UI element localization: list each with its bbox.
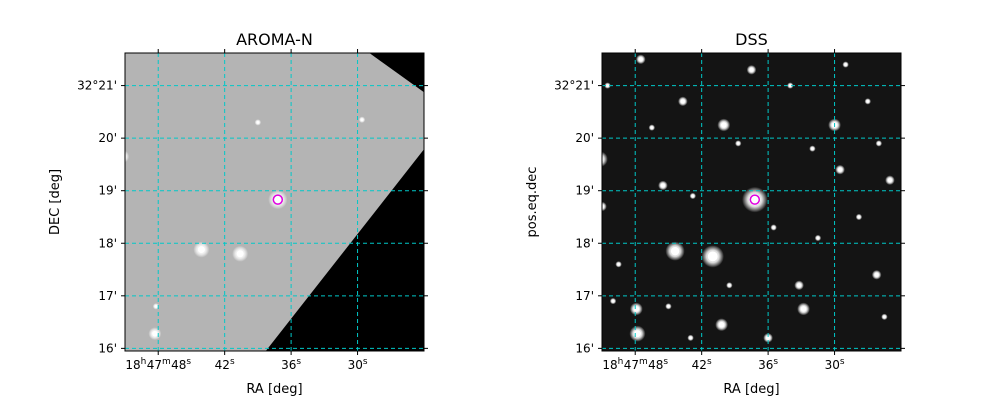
panel-aroma: 18h 47m 48s 42s 36s 30s 32°21' 20' 19' 18' 1… — [48, 30, 428, 397]
star — [125, 150, 130, 163]
star-core — [874, 272, 879, 277]
panel-dss: 18h 47m 48s 42s 36s 30s 32°21' 20' 19' 18' 1… — [525, 30, 905, 397]
x-tick-label: 18h 47m 48s — [602, 357, 668, 372]
axes-frame — [124, 52, 425, 352]
star-core — [611, 299, 615, 303]
target-marker — [749, 194, 761, 205]
star-core — [707, 251, 718, 262]
y-tick-label: 32°21' — [77, 79, 117, 93]
star-core — [721, 122, 727, 128]
y-tick-label: 17' — [98, 289, 117, 303]
y-tick-label: 19' — [98, 184, 117, 198]
star-core — [606, 84, 609, 87]
star-core — [816, 236, 820, 240]
y-tick-label: 18' — [575, 236, 594, 250]
star-core — [197, 246, 205, 254]
star-core — [691, 194, 695, 198]
star-core — [866, 99, 870, 103]
star-core — [718, 321, 725, 328]
star-core — [811, 147, 814, 151]
x-axis-label: RA [deg] — [246, 382, 302, 397]
y-axis-label: DEC [deg] — [48, 169, 63, 235]
star-core — [152, 330, 158, 337]
y-tick-label: 20' — [98, 131, 117, 145]
star-core — [844, 63, 848, 66]
star-core — [602, 204, 605, 209]
star-core — [650, 126, 654, 130]
y-tick-label: 16' — [98, 341, 117, 355]
axes-frame — [601, 52, 902, 352]
star-core — [727, 283, 731, 287]
coordinate-grid — [125, 53, 424, 351]
star-core — [797, 283, 802, 288]
x-tick-label: 30s — [825, 357, 845, 372]
star-core — [749, 67, 754, 72]
x-tick-label: 18h 47m 48s — [125, 357, 191, 372]
star-core — [788, 84, 792, 87]
coordinate-grid — [602, 53, 901, 351]
panel-title: AROMA-N — [236, 30, 313, 49]
no-coverage-region — [369, 53, 424, 93]
star-core — [236, 250, 244, 258]
star — [602, 151, 608, 167]
star-core — [680, 99, 685, 104]
x-tick-label: 36s — [758, 357, 778, 372]
star-core — [670, 246, 680, 256]
image-content — [602, 54, 895, 343]
image-content — [125, 53, 424, 351]
star-core — [660, 183, 666, 188]
star-core — [256, 120, 260, 124]
star-core — [633, 306, 640, 312]
star-core — [154, 304, 158, 308]
y-tick-label: 19' — [575, 184, 594, 198]
y-tick-label: 20' — [575, 131, 594, 145]
y-tick-label: 16' — [575, 341, 594, 355]
star-core — [877, 141, 881, 145]
x-tick-label: 42s — [215, 357, 235, 372]
star-core — [360, 118, 364, 122]
star — [602, 201, 607, 212]
star-core — [736, 141, 740, 145]
y-tick-label: 32°21' — [554, 79, 594, 93]
star-core — [887, 178, 893, 183]
star-core — [689, 336, 692, 340]
star-core — [766, 335, 771, 340]
no-coverage-region — [265, 149, 424, 351]
y-axis-label: pos.eq.dec — [525, 167, 540, 238]
y-tick-label: 17' — [575, 289, 594, 303]
x-tick-label: 30s — [348, 357, 368, 372]
x-tick-label: 36s — [281, 357, 301, 372]
star-core — [882, 315, 886, 319]
star-core — [638, 57, 643, 62]
star-core — [667, 304, 670, 308]
panel-title: DSS — [735, 30, 768, 49]
star-core — [617, 262, 621, 266]
target-marker — [272, 194, 284, 205]
star-core — [772, 226, 776, 229]
star-core — [837, 167, 843, 172]
star-core — [749, 194, 761, 206]
star-core — [857, 215, 861, 219]
x-tick-label: 42s — [692, 357, 712, 372]
y-tick-label: 18' — [98, 236, 117, 250]
x-axis-label: RA [deg] — [723, 382, 779, 397]
star-core — [273, 195, 283, 204]
star-core — [800, 306, 807, 312]
